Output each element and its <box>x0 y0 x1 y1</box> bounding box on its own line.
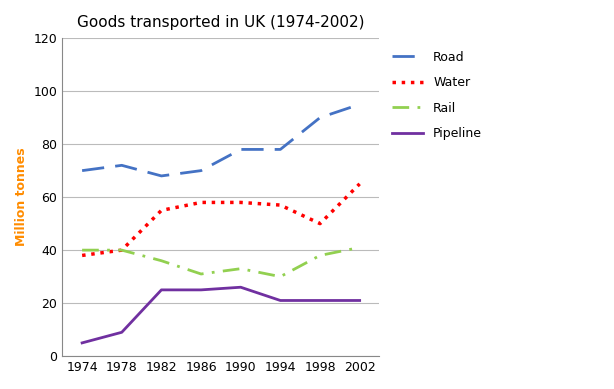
Pipeline <box>118 330 125 335</box>
Legend: Road, Water, Rail, Pipeline: Road, Water, Rail, Pipeline <box>386 44 489 146</box>
Water <box>79 253 86 258</box>
Road <box>316 115 324 120</box>
Water <box>158 208 165 213</box>
Rail <box>237 266 244 271</box>
Pipeline <box>356 298 363 303</box>
Rail <box>356 245 363 250</box>
Rail <box>316 253 324 258</box>
Y-axis label: Million tonnes: Million tonnes <box>15 148 28 247</box>
Water <box>316 221 324 226</box>
Pipeline <box>197 287 204 292</box>
Line: Pipeline: Pipeline <box>82 287 360 343</box>
Water <box>118 248 125 252</box>
Road <box>158 173 165 178</box>
Pipeline <box>79 340 86 345</box>
Rail <box>197 272 204 276</box>
Line: Water: Water <box>82 184 360 256</box>
Road <box>356 102 363 107</box>
Line: Road: Road <box>82 104 360 176</box>
Pipeline <box>277 298 284 303</box>
Road <box>237 147 244 152</box>
Water <box>277 203 284 207</box>
Road <box>197 168 204 173</box>
Water <box>356 182 363 186</box>
Rail <box>79 248 86 252</box>
Road <box>277 147 284 152</box>
Line: Rail: Rail <box>82 247 360 277</box>
Rail <box>277 274 284 279</box>
Rail <box>118 248 125 252</box>
Water <box>237 200 244 205</box>
Road <box>79 168 86 173</box>
Water <box>197 200 204 205</box>
Road <box>118 163 125 168</box>
Pipeline <box>316 298 324 303</box>
Title: Goods transported in UK (1974-2002): Goods transported in UK (1974-2002) <box>77 15 365 30</box>
Pipeline <box>237 285 244 289</box>
Pipeline <box>158 287 165 292</box>
Rail <box>158 258 165 263</box>
